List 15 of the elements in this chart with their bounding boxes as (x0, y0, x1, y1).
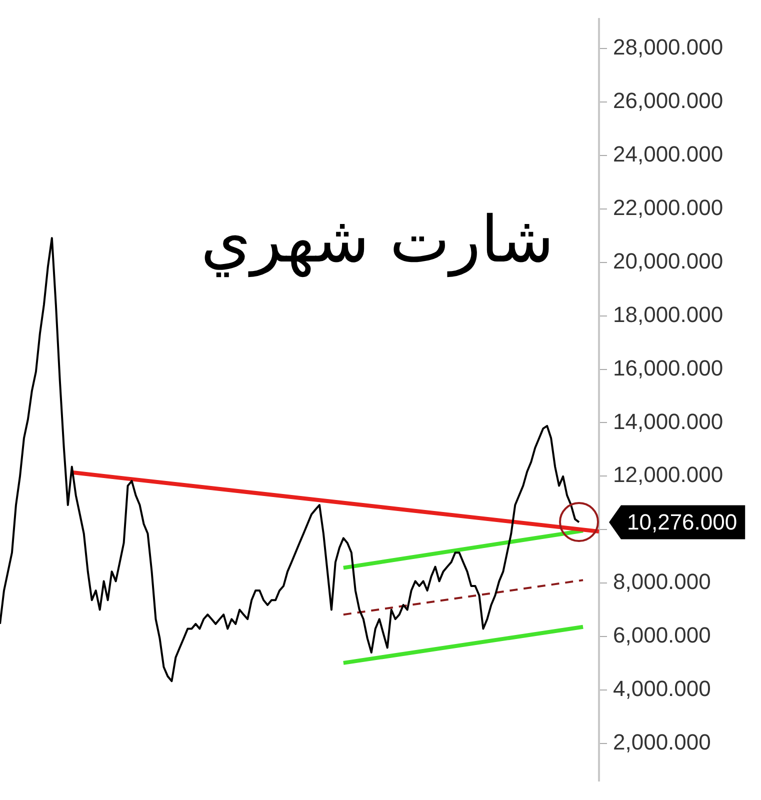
y-tick-label: 26,000.000 (613, 88, 724, 114)
y-tick-label: 6,000.000 (613, 622, 711, 648)
y-tick-label: 28,000.000 (613, 34, 724, 60)
y-tick-label: 8,000.000 (613, 569, 711, 594)
y-tick-label: 16,000.000 (613, 355, 724, 380)
y-tick-label: 20,000.000 (613, 248, 724, 274)
text: 10,276.000 (627, 509, 738, 534)
y-tick-label: 24,000.000 (613, 142, 724, 167)
text: شارت شهري (200, 204, 554, 278)
y-tick-label: 2,000.000 (613, 729, 711, 754)
y-tick-label: 12,000.000 (613, 462, 724, 488)
y-tick-label: 18,000.000 (613, 302, 724, 327)
y-tick-label: 22,000.000 (613, 194, 724, 220)
y-tick-label: 4,000.000 (613, 676, 711, 702)
y-tick-label: 14,000.000 (613, 408, 724, 434)
